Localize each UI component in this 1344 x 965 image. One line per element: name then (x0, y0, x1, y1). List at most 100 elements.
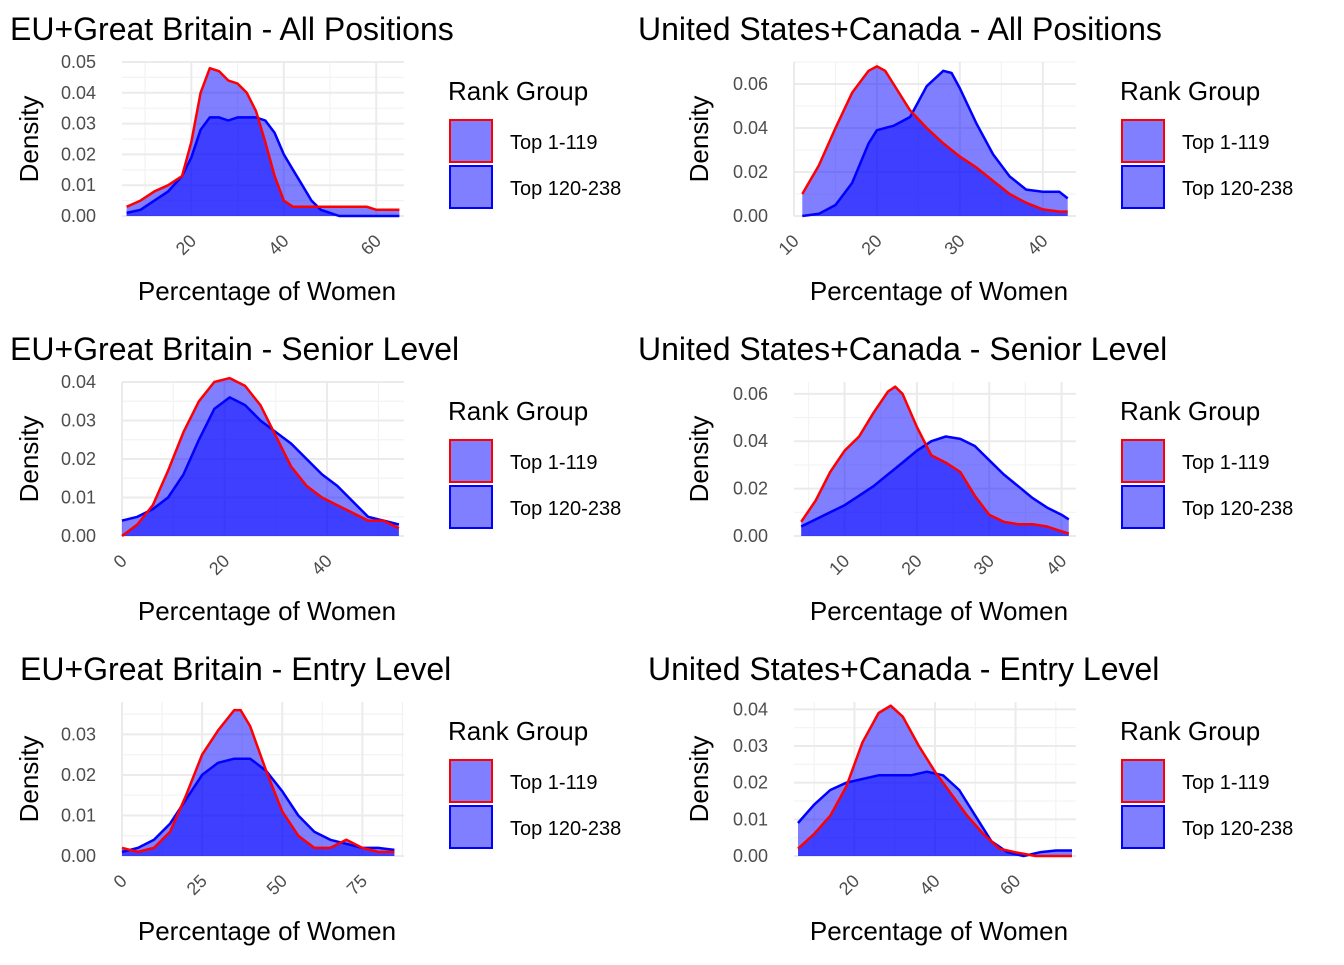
y-tick-label: 0.00 (733, 846, 768, 866)
x-tick-label: 0 (110, 871, 131, 892)
legend-key-top-120-238 (1121, 805, 1165, 849)
legend-title: Rank Group (1120, 396, 1260, 426)
legend-key-top-1-119 (1121, 119, 1165, 163)
y-tick-label: 0.06 (733, 384, 768, 404)
x-tick-label: 40 (264, 231, 292, 259)
y-tick-label: 0.04 (61, 372, 96, 392)
x-axis-label: Percentage of Women (138, 596, 396, 626)
x-axis-label: Percentage of Women (810, 596, 1068, 626)
y-axis-label: Density (684, 416, 714, 503)
panel-title: EU+Great Britain - All Positions (10, 11, 454, 47)
y-tick-label: 0.02 (61, 144, 96, 164)
density-area-top-1-119 (798, 705, 1072, 856)
panel-title: United States+Canada - All Positions (638, 11, 1162, 47)
legend-label: Top 1-119 (1182, 132, 1269, 154)
x-tick-label: 40 (916, 871, 944, 899)
y-tick-label: 0.00 (61, 206, 96, 226)
panel-title: United States+Canada - Senior Level (638, 331, 1167, 367)
x-tick-label: 10 (775, 231, 803, 259)
legend-label: Top 1-119 (510, 132, 597, 154)
y-tick-label: 0.01 (733, 809, 768, 829)
chart-panel-4: 0.00 0.02 0.04 0.06 10 20 30 40 United States+Ca… (638, 331, 1293, 626)
x-tick-label: 20 (205, 551, 233, 579)
x-tick-label: 30 (970, 551, 998, 579)
panel-title: EU+Great Britain - Senior Level (10, 331, 459, 367)
x-tick-label: 20 (172, 231, 200, 259)
chart-panel-5: 0.00 0.01 0.02 0.03 0 25 50 75 EU+Great Britain … (14, 651, 621, 946)
y-tick-label: 0.00 (61, 526, 96, 546)
y-tick-label: 0.04 (733, 699, 768, 719)
legend-label: Top 1-119 (1182, 772, 1269, 794)
legend-key-top-1-119 (1121, 439, 1165, 483)
legend-title: Rank Group (448, 76, 588, 106)
legend-key-top-120-238 (449, 485, 493, 529)
legend-label: Top 120-238 (510, 178, 621, 200)
x-tick-label: 40 (1023, 231, 1051, 259)
legend-label: Top 120-238 (1182, 178, 1293, 200)
density-line-top-1-119 (800, 385, 1070, 535)
density-line-top-1-119 (126, 66, 400, 212)
x-axis-label: Percentage of Women (810, 916, 1068, 946)
legend-title: Rank Group (1120, 716, 1260, 746)
y-tick-label: 0.03 (61, 411, 96, 431)
x-tick-label: 20 (857, 231, 885, 259)
x-tick-label: 20 (835, 871, 863, 899)
x-tick-label: 75 (343, 871, 371, 899)
x-tick-label: 40 (1042, 551, 1070, 579)
x-tick-label: 30 (940, 231, 968, 259)
y-tick-label: 0.03 (733, 736, 768, 756)
chart-panel-1: 0.00 0.01 0.02 0.03 0.04 0.05 20 40 60 EU+Great B… (10, 11, 621, 306)
y-tick-label: 0.03 (61, 114, 96, 134)
density-line-top-1-119 (121, 376, 400, 538)
legend-label: Top 120-238 (1182, 818, 1293, 840)
legend-key-top-120-238 (1121, 485, 1165, 529)
x-axis-label: Percentage of Women (138, 276, 396, 306)
density-area-top-1-119 (126, 68, 400, 216)
x-tick-label: 25 (183, 871, 211, 899)
x-tick-label: 50 (263, 871, 291, 899)
density-line-top-1-119 (801, 65, 1068, 213)
y-axis-label: Density (14, 416, 44, 503)
legend-title: Rank Group (448, 396, 588, 426)
x-tick-label: 40 (308, 551, 336, 579)
y-tick-label: 0.04 (733, 431, 768, 451)
legend-key-top-120-238 (449, 805, 493, 849)
panel-title: United States+Canada - Entry Level (648, 651, 1159, 687)
legend-label: Top 1-119 (510, 772, 597, 794)
x-axis-label: Percentage of Women (810, 276, 1068, 306)
y-axis-label: Density (684, 96, 714, 183)
chart-panel-2: 0.00 0.02 0.04 0.06 10 20 30 40 United States+Ca… (638, 11, 1293, 306)
y-tick-label: 0.04 (733, 118, 768, 138)
legend-key-top-1-119 (449, 439, 493, 483)
legend: Rank Group Top 1-119 Top 120-238 (1120, 76, 1293, 209)
y-tick-label: 0.01 (61, 488, 96, 508)
y-tick-label: 0.00 (733, 526, 768, 546)
y-tick-label: 0.02 (61, 765, 96, 785)
legend-label: Top 120-238 (1182, 498, 1293, 520)
x-tick-label: 0 (110, 551, 131, 572)
legend-title: Rank Group (1120, 76, 1260, 106)
y-tick-label: 0.00 (733, 206, 768, 226)
legend: Rank Group Top 1-119 Top 120-238 (448, 396, 621, 529)
legend: Rank Group Top 1-119 Top 120-238 (448, 716, 621, 849)
legend: Rank Group Top 1-119 Top 120-238 (448, 76, 621, 209)
density-line-top-1-119 (797, 704, 1072, 858)
legend-key-top-1-119 (449, 119, 493, 163)
legend-title: Rank Group (448, 716, 588, 746)
y-tick-label: 0.02 (733, 479, 768, 499)
y-tick-label: 0.04 (61, 83, 96, 103)
y-tick-label: 0.01 (61, 805, 96, 825)
x-axis-label: Percentage of Women (138, 916, 396, 946)
chart-panel-3: 0.00 0.01 0.02 0.03 0.04 0 20 40 EU+Great Britai… (10, 331, 621, 626)
x-tick-label: 20 (897, 551, 925, 579)
legend-label: Top 120-238 (510, 818, 621, 840)
y-tick-label: 0.05 (61, 52, 96, 72)
legend-key-top-120-238 (1121, 165, 1165, 209)
y-tick-label: 0.03 (61, 724, 96, 744)
y-tick-label: 0.02 (733, 773, 768, 793)
y-axis-label: Density (14, 96, 44, 183)
density-area-top-1-119 (802, 66, 1068, 217)
density-line-top-1-119 (121, 708, 395, 854)
density-area-top-1-119 (122, 710, 395, 856)
